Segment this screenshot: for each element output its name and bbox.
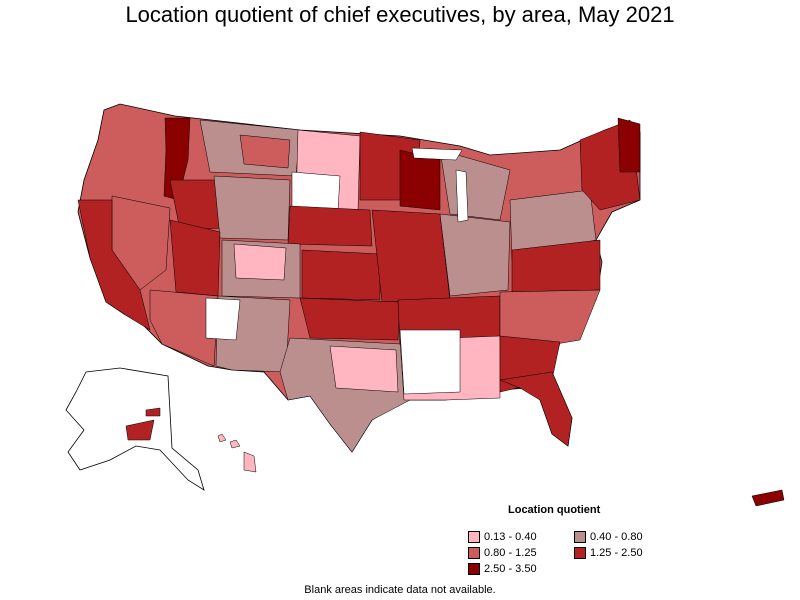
legend-label: 1.25 - 2.50 <box>590 547 643 559</box>
region-ohio-pa <box>509 189 597 261</box>
legend-label: 0.40 - 0.80 <box>590 531 643 543</box>
region-utah <box>169 219 221 297</box>
region-illinois-indiana <box>439 213 511 297</box>
legend-swatch <box>574 531 586 543</box>
legend-title: Location quotient <box>508 504 601 516</box>
region-texas-pink <box>329 345 399 393</box>
lake-superior <box>411 147 463 161</box>
legend-item-1.25-2.50: 1.25 - 2.50 <box>574 546 643 560</box>
legend-item-2.50-3.50: 2.50 - 3.50 <box>468 562 537 576</box>
region-colorado-pink <box>233 243 287 281</box>
alaska-anchorage-area <box>125 419 155 441</box>
puerto-rico <box>751 489 785 507</box>
region-montana-east <box>239 134 291 169</box>
region-nebraska <box>287 205 373 247</box>
legend-swatch <box>468 547 480 559</box>
legend-item-0.40-0.80: 0.40 - 0.80 <box>574 530 643 544</box>
legend-swatch <box>468 531 480 543</box>
footnote: Blank areas indicate data not available. <box>304 584 496 596</box>
region-arizona <box>149 289 219 367</box>
map-title: Location quotient of chief executives, b… <box>125 2 675 27</box>
legend-swatch <box>574 547 586 559</box>
region-california <box>77 199 151 331</box>
region-dakota-nodata <box>291 171 341 211</box>
legend-item-0.13-0.40: 0.13 - 0.40 <box>468 530 537 544</box>
region-wyoming <box>213 175 291 241</box>
alaska-island <box>145 407 161 417</box>
legend-label: 0.13 - 0.40 <box>484 531 537 543</box>
legend-item-0.80-1.25: 0.80 - 1.25 <box>468 546 537 560</box>
region-missouri-iowa <box>371 209 451 303</box>
lake-michigan <box>455 169 469 223</box>
region-maine <box>617 117 641 173</box>
region-florida <box>499 371 573 447</box>
legend-swatch <box>468 563 480 575</box>
region-nm-nodata <box>205 297 241 341</box>
legend-label: 2.50 - 3.50 <box>484 563 537 575</box>
legend-label: 0.80 - 1.25 <box>484 547 537 559</box>
region-ms-nodata <box>399 329 461 395</box>
region-oklahoma <box>299 297 401 341</box>
hawaii <box>217 433 257 473</box>
region-kansas <box>301 249 381 301</box>
